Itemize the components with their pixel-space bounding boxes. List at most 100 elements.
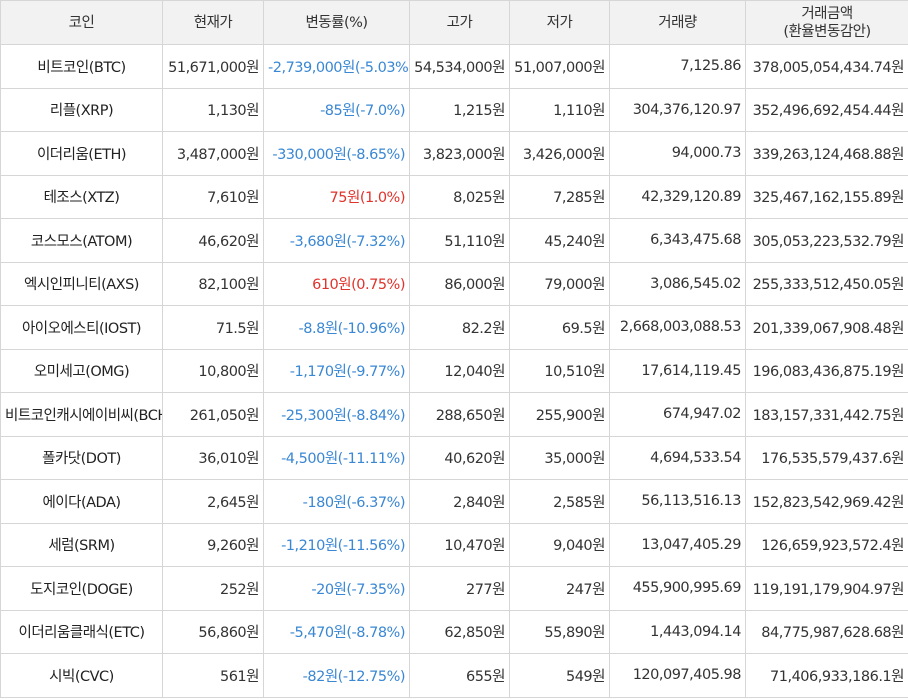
high-cell: 2,840원 [409, 479, 510, 524]
price-cell: 71.5원 [162, 305, 264, 350]
table-row: 엑시인피니티(AXS) 82,100원 610원(0.75%) 86,000원 79,0… [0, 261, 908, 306]
change-cell: -330,000원(-8.65%) [263, 131, 410, 176]
high-cell: 10,470원 [409, 522, 510, 567]
price-cell: 2,645원 [162, 479, 264, 524]
low-cell: 9,040원 [509, 522, 610, 567]
header-amount-line2: (환율변동감안) [783, 23, 871, 40]
high-cell: 12,040원 [409, 348, 510, 393]
amount-cell: 305,053,223,532.79원 [745, 218, 908, 263]
amount-cell: 378,005,054,434.74원 [745, 44, 908, 89]
volume-cell: 56,113,516.13 [609, 479, 746, 524]
high-cell: 277원 [409, 566, 510, 611]
price-cell: 9,260원 [162, 522, 264, 567]
low-cell: 10,510원 [509, 348, 610, 393]
coin-name-cell: 아이오에스티(IOST) [0, 305, 163, 350]
change-cell: 75원(1.0%) [263, 174, 410, 219]
price-cell: 561원 [162, 653, 264, 698]
high-cell: 40,620원 [409, 435, 510, 480]
header-coin: 코인 [0, 0, 163, 45]
low-cell: 255,900원 [509, 392, 610, 437]
high-cell: 51,110원 [409, 218, 510, 263]
header-change: 변동률(%) [263, 0, 410, 45]
table-row: 테조스(XTZ) 7,610원 75원(1.0%) 8,025원 7,285원 42,32… [0, 174, 908, 219]
low-cell: 79,000원 [509, 261, 610, 306]
change-cell: -1,170원(-9.77%) [263, 348, 410, 393]
volume-cell: 120,097,405.98 [609, 653, 746, 698]
price-cell: 261,050원 [162, 392, 264, 437]
amount-cell: 84,775,987,628.68원 [745, 609, 908, 654]
coin-name-cell: 도지코인(DOGE) [0, 566, 163, 611]
volume-cell: 42,329,120.89 [609, 174, 746, 219]
volume-cell: 455,900,995.69 [609, 566, 746, 611]
low-cell: 55,890원 [509, 609, 610, 654]
table-row: 폴카닷(DOT) 36,010원 -4,500원(-11.11%) 40,620원 35… [0, 435, 908, 480]
coin-name-cell: 리플(XRP) [0, 87, 163, 132]
high-cell: 54,534,000원 [409, 44, 510, 89]
header-amount: 거래금액 (환율변동감안) [745, 0, 908, 45]
price-cell: 36,010원 [162, 435, 264, 480]
change-cell: -5,470원(-8.78%) [263, 609, 410, 654]
change-cell: 610원(0.75%) [263, 261, 410, 306]
change-cell: -85원(-7.0%) [263, 87, 410, 132]
table-row: 도지코인(DOGE) 252원 -20원(-7.35%) 277원 247원 455,90… [0, 566, 908, 611]
header-low: 저가 [509, 0, 610, 45]
header-amount-line1: 거래금액 [801, 5, 853, 22]
change-cell: -25,300원(-8.84%) [263, 392, 410, 437]
low-cell: 3,426,000원 [509, 131, 610, 176]
header-price: 현재가 [162, 0, 264, 45]
header-high: 고가 [409, 0, 510, 45]
table-row: 코스모스(ATOM) 46,620원 -3,680원(-7.32%) 51,110원 4… [0, 218, 908, 263]
table-row: 아이오에스티(IOST) 71.5원 -8.8원(-10.96%) 82.2원 69.5… [0, 305, 908, 350]
high-cell: 655원 [409, 653, 510, 698]
price-cell: 3,487,000원 [162, 131, 264, 176]
volume-cell: 17,614,119.45 [609, 348, 746, 393]
volume-cell: 304,376,120.97 [609, 87, 746, 132]
change-cell: -2,739,000원(-5.03%) [263, 44, 410, 89]
high-cell: 82.2원 [409, 305, 510, 350]
change-cell: -1,210원(-11.56%) [263, 522, 410, 567]
volume-cell: 674,947.02 [609, 392, 746, 437]
coin-name-cell: 코스모스(ATOM) [0, 218, 163, 263]
high-cell: 8,025원 [409, 174, 510, 219]
coin-name-cell: 비트코인(BTC) [0, 44, 163, 89]
volume-cell: 7,125.86 [609, 44, 746, 89]
coin-name-cell: 에이다(ADA) [0, 479, 163, 524]
table-row: 세럼(SRM) 9,260원 -1,210원(-11.56%) 10,470원 9,04… [0, 522, 908, 567]
high-cell: 86,000원 [409, 261, 510, 306]
price-cell: 56,860원 [162, 609, 264, 654]
coin-name-cell: 엑시인피니티(AXS) [0, 261, 163, 306]
low-cell: 247원 [509, 566, 610, 611]
price-cell: 252원 [162, 566, 264, 611]
price-cell: 82,100원 [162, 261, 264, 306]
amount-cell: 152,823,542,969.42원 [745, 479, 908, 524]
price-cell: 7,610원 [162, 174, 264, 219]
price-cell: 46,620원 [162, 218, 264, 263]
table-row: 이더리움(ETH) 3,487,000원 -330,000원(-8.65%) 3,82… [0, 131, 908, 176]
low-cell: 35,000원 [509, 435, 610, 480]
coin-name-cell: 비트코인캐시에이비씨(BCHA) [0, 392, 163, 437]
low-cell: 2,585원 [509, 479, 610, 524]
change-cell: -20원(-7.35%) [263, 566, 410, 611]
high-cell: 1,215원 [409, 87, 510, 132]
volume-cell: 94,000.73 [609, 131, 746, 176]
high-cell: 288,650원 [409, 392, 510, 437]
table-row: 이더리움클래식(ETC) 56,860원 -5,470원(-8.78%) 62,850… [0, 609, 908, 654]
amount-cell: 325,467,162,155.89원 [745, 174, 908, 219]
change-cell: -3,680원(-7.32%) [263, 218, 410, 263]
volume-cell: 2,668,003,088.53 [609, 305, 746, 350]
high-cell: 3,823,000원 [409, 131, 510, 176]
high-cell: 62,850원 [409, 609, 510, 654]
low-cell: 51,007,000원 [509, 44, 610, 89]
table-row: 시빅(CVC) 561원 -82원(-12.75%) 655원 549원 120,097,… [0, 653, 908, 698]
low-cell: 7,285원 [509, 174, 610, 219]
table-row: 비트코인캐시에이비씨(BCHA)261,050원-25,300원(-8.84%)… [0, 392, 908, 437]
amount-cell: 196,083,436,875.19원 [745, 348, 908, 393]
amount-cell: 255,333,512,450.05원 [745, 261, 908, 306]
amount-cell: 201,339,067,908.48원 [745, 305, 908, 350]
price-cell: 1,130원 [162, 87, 264, 132]
amount-cell: 339,263,124,468.88원 [745, 131, 908, 176]
coin-name-cell: 오미세고(OMG) [0, 348, 163, 393]
volume-cell: 4,694,533.54 [609, 435, 746, 480]
price-cell: 51,671,000원 [162, 44, 264, 89]
